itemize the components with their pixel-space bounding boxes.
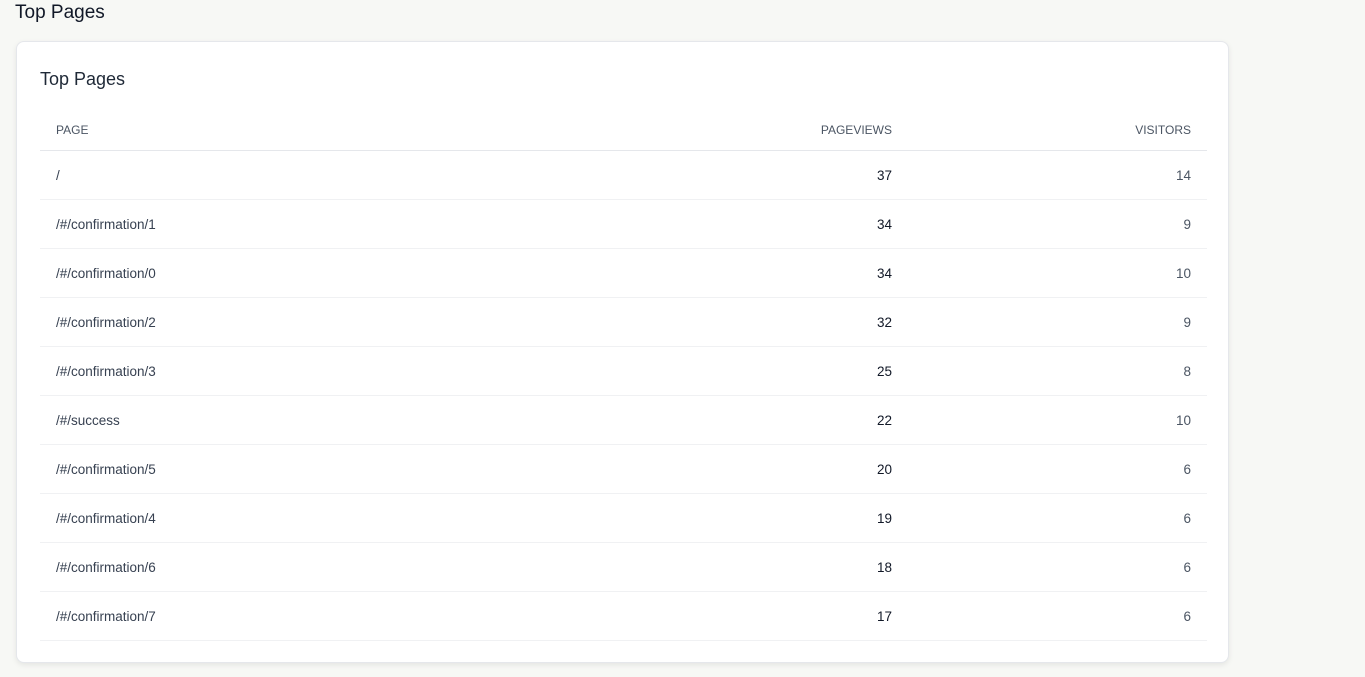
column-header-visitors: VISITORS bbox=[908, 110, 1207, 151]
pageviews-cell: 18 bbox=[648, 542, 908, 592]
pageviews-cell: 20 bbox=[648, 444, 908, 494]
visitors-cell: 6 bbox=[908, 591, 1207, 641]
page-cell: /#/confirmation/5 bbox=[40, 444, 648, 494]
pageviews-cell: 34 bbox=[648, 248, 908, 298]
pageviews-cell: 19 bbox=[648, 493, 908, 543]
pageviews-cell: 22 bbox=[648, 395, 908, 445]
visitors-cell: 9 bbox=[908, 199, 1207, 249]
table-row: /37 14 bbox=[40, 150, 1207, 200]
page-cell: /#/confirmation/4 bbox=[40, 493, 648, 543]
table-header-row: PAGE PAGEVIEWS VISITORS bbox=[40, 110, 1207, 151]
page-cell: / bbox=[40, 150, 648, 200]
table-row: /#/confirmation/4 19 6 bbox=[40, 493, 1207, 543]
visitors-cell: 6 bbox=[908, 542, 1207, 592]
page-cell: /#/confirmation/0 bbox=[40, 248, 648, 298]
page-cell: /#/confirmation/6 bbox=[40, 542, 648, 592]
pageviews-cell: 34 bbox=[648, 199, 908, 249]
pageviews-cell: 17 bbox=[648, 591, 908, 641]
visitors-cell: 8 bbox=[908, 346, 1207, 396]
card-title: Top Pages bbox=[40, 69, 126, 89]
table-row: /#/confirmation/2 32 9 bbox=[40, 297, 1207, 347]
table-row: /#/confirmation/7 17 6 bbox=[40, 591, 1207, 641]
column-header-pageviews: PAGEVIEWS bbox=[648, 110, 908, 151]
table-row: /#/confirmation/3 25 8 bbox=[40, 346, 1207, 396]
column-header-page: PAGE bbox=[40, 110, 648, 151]
visitors-cell: 9 bbox=[908, 297, 1207, 347]
visitors-cell: 10 bbox=[908, 395, 1207, 445]
top-pages-table: PAGE PAGEVIEWS VISITORS /37 14/#/confirma… bbox=[40, 110, 1207, 641]
page-cell: /#/success bbox=[40, 395, 648, 445]
table-row: /#/confirmation/0 34 10 bbox=[40, 248, 1207, 298]
pageviews-cell: 37 bbox=[648, 150, 908, 200]
page-cell: /#/confirmation/2 bbox=[40, 297, 648, 347]
page-cell: /#/confirmation/3 bbox=[40, 346, 648, 396]
table-row: /#/success 22 10 bbox=[40, 395, 1207, 445]
top-pages-card: Top Pages PAGE PAGEVIEWS VISITORS /37 14/… bbox=[16, 41, 1229, 663]
page-title: Top Pages bbox=[15, 2, 105, 23]
table-row: /#/confirmation/1 34 9 bbox=[40, 199, 1207, 249]
page-cell: /#/confirmation/1 bbox=[40, 199, 648, 249]
visitors-cell: 6 bbox=[908, 444, 1207, 494]
visitors-cell: 6 bbox=[908, 493, 1207, 543]
visitors-cell: 14 bbox=[908, 150, 1207, 200]
table-row: /#/confirmation/6 18 6 bbox=[40, 542, 1207, 592]
pageviews-cell: 32 bbox=[648, 297, 908, 347]
table-row: /#/confirmation/5 20 6 bbox=[40, 444, 1207, 494]
page-cell: /#/confirmation/7 bbox=[40, 591, 648, 641]
pageviews-cell: 25 bbox=[648, 346, 908, 396]
visitors-cell: 10 bbox=[908, 248, 1207, 298]
